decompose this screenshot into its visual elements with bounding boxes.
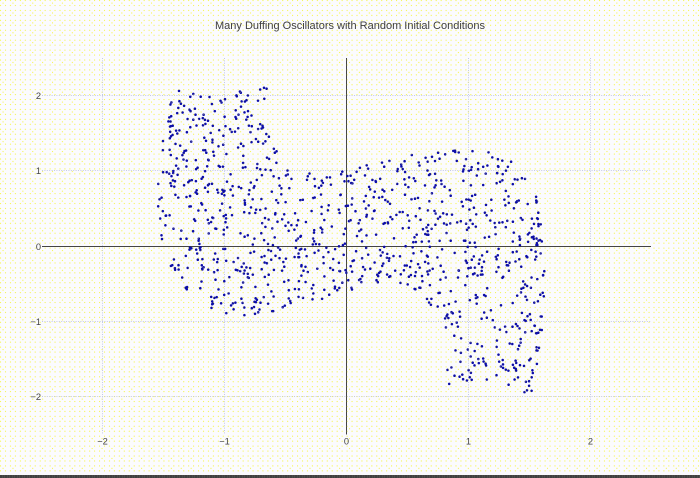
svg-text:2: 2	[588, 436, 593, 446]
svg-text:1: 1	[466, 436, 471, 446]
svg-text:0: 0	[344, 436, 349, 446]
svg-text:−2: −2	[30, 392, 41, 402]
svg-text:1: 1	[36, 166, 41, 176]
svg-text:−2: −2	[97, 436, 108, 446]
svg-text:Many Duffing Oscillators with: Many Duffing Oscillators with Random Ini…	[215, 20, 486, 32]
svg-text:−1: −1	[30, 317, 41, 327]
svg-text:−1: −1	[219, 436, 230, 446]
svg-text:2: 2	[36, 91, 41, 101]
svg-text:0: 0	[36, 242, 41, 252]
